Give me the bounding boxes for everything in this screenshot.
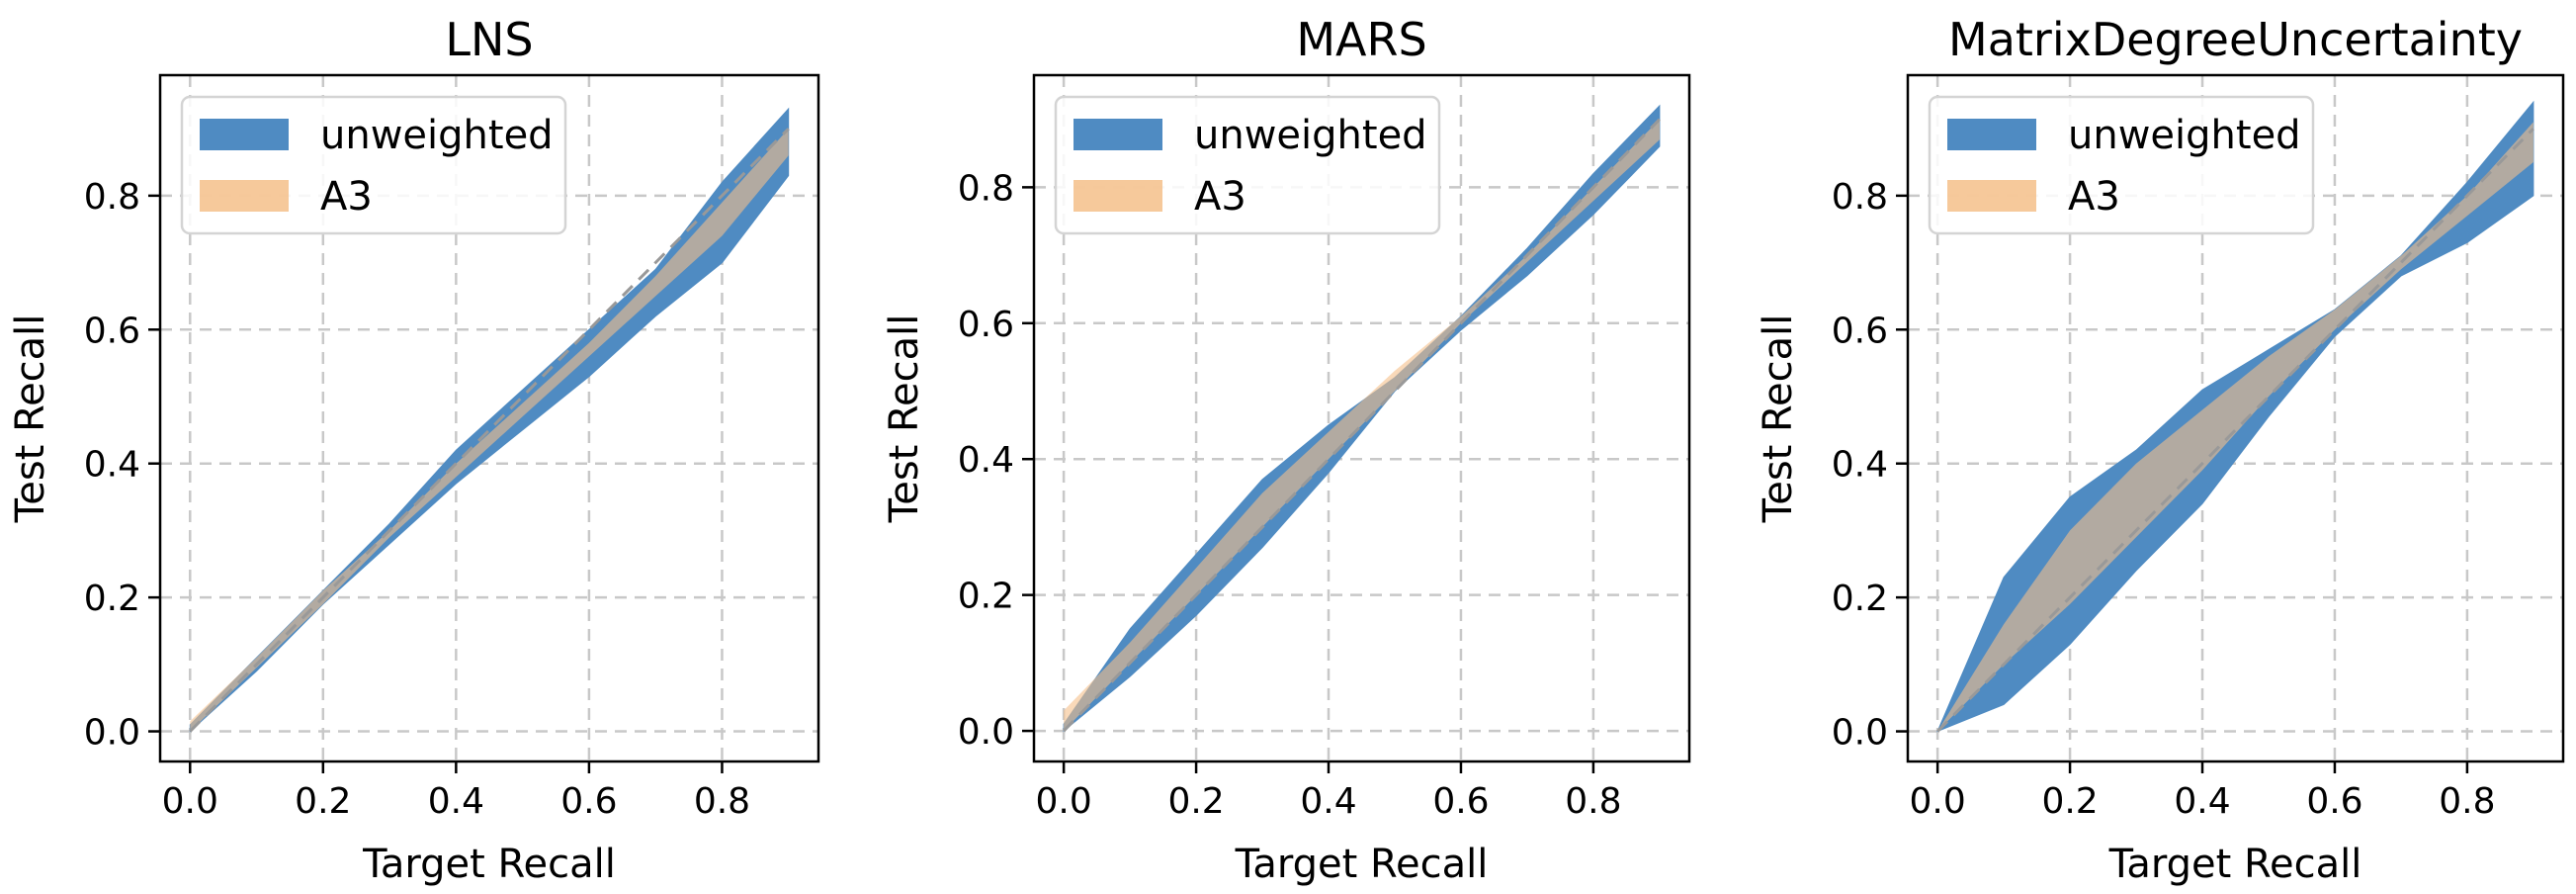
y-tick-label: 0.8	[84, 177, 140, 218]
reference-diagonal	[189, 128, 790, 733]
legend-swatch-unweighted	[1073, 119, 1162, 150]
x-tick-label: 0.6	[560, 781, 617, 822]
chart-title: MARS	[1296, 13, 1426, 66]
y-tick-label: 0.8	[958, 168, 1014, 209]
y-tick-label: 0.6	[1832, 311, 1888, 351]
legend-swatch-unweighted	[200, 119, 289, 150]
x-axis-label: Target Recall	[1235, 842, 1489, 887]
y-axis-label: Test Recall	[882, 314, 927, 524]
y-tick-label: 0.6	[958, 305, 1014, 345]
y-tick-label: 0.4	[1832, 445, 1888, 486]
x-tick-label: 0.6	[1432, 781, 1489, 822]
legend-swatch-a3	[200, 180, 289, 212]
bands	[1063, 104, 1661, 733]
y-axis-label: Test Recall	[1756, 314, 1801, 524]
x-tick-label: 0.0	[162, 781, 218, 822]
chart-panel-3: 0.0 0.2 0.4 0.6 0.8 0.0 0.2 0.4 0.6 0.8 MatrixDegr…	[1756, 13, 2565, 887]
legend: unweighted A3	[1928, 95, 2315, 235]
legend-label-a3: A3	[1194, 174, 1246, 220]
x-tick-label: 0.0	[1036, 781, 1092, 822]
y-tick-label: 0.2	[1832, 579, 1888, 619]
x-tick-label: 0.8	[694, 781, 750, 822]
legend: unweighted A3	[1054, 95, 1441, 235]
chart-title: MatrixDegreeUncertainty	[1948, 13, 2523, 66]
legend: unweighted A3	[180, 95, 567, 235]
legend-label-unweighted: unweighted	[320, 113, 554, 158]
reference-diagonal	[1063, 118, 1661, 733]
x-tick-label: 0.4	[2174, 781, 2230, 822]
bands	[1936, 100, 2534, 733]
x-tick-label: 0.6	[2306, 781, 2362, 822]
y-tick-label: 0.2	[958, 577, 1014, 617]
x-tick-label: 0.2	[2041, 781, 2098, 822]
axes-frame	[1032, 73, 1691, 763]
x-tick-label: 0.8	[2439, 781, 2495, 822]
legend-label-a3: A3	[2068, 174, 2120, 220]
chart-title: LNS	[445, 13, 533, 66]
y-tick-label: 0.0	[958, 712, 1014, 753]
y-tick-label: 0.4	[958, 440, 1014, 481]
y-tick-label: 0.4	[84, 445, 140, 486]
legend-label-a3: A3	[320, 174, 373, 220]
legend-swatch-a3	[1947, 180, 2036, 212]
x-tick-label: 0.2	[1167, 781, 1224, 822]
x-tick-label: 0.4	[1300, 781, 1356, 822]
x-tick-label: 0.8	[1565, 781, 1621, 822]
y-tick-label: 0.8	[1832, 177, 1888, 218]
x-tick-label: 0.0	[1910, 781, 1966, 822]
chart-panel-1: 0.0 0.2 0.4 0.6 0.8 0.0 0.2 0.4 0.6 0.8 LNS Target …	[8, 13, 820, 887]
x-axis-label: Target Recall	[362, 842, 616, 887]
x-tick-label: 0.4	[428, 781, 484, 822]
axes-frame	[1906, 73, 2565, 763]
y-tick-label: 0.0	[84, 713, 140, 754]
bands	[189, 107, 790, 733]
y-tick-label: 0.6	[84, 311, 140, 351]
legend-label-unweighted: unweighted	[2068, 113, 2301, 158]
legend-swatch-a3	[1073, 180, 1162, 212]
reference-diagonal	[1936, 128, 2534, 733]
y-tick-label: 0.2	[84, 579, 140, 619]
axes-frame	[158, 73, 820, 763]
legend-label-unweighted: unweighted	[1194, 113, 1427, 158]
legend-swatch-unweighted	[1947, 119, 2036, 150]
chart-panel-2: 0.0 0.2 0.4 0.6 0.8 0.0 0.2 0.4 0.6 0.8 MARS Target…	[882, 13, 1691, 887]
y-axis-label: Test Recall	[8, 314, 53, 524]
x-axis-label: Target Recall	[2108, 842, 2362, 887]
y-tick-label: 0.0	[1832, 713, 1888, 754]
x-tick-label: 0.2	[295, 781, 351, 822]
